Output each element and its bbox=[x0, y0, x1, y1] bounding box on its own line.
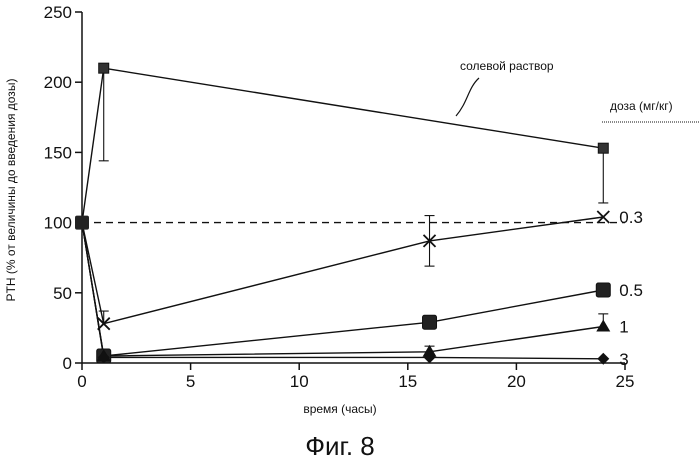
series-end-label-2: 0.5 bbox=[619, 281, 643, 300]
data-point-origin bbox=[75, 216, 89, 230]
x-tick-label: 5 bbox=[186, 372, 195, 391]
data-point-s2-p2 bbox=[423, 315, 437, 329]
y-tick-label: 50 bbox=[53, 284, 72, 303]
x-axis-label: время (часы) bbox=[303, 402, 376, 416]
data-point-s3-p3 bbox=[596, 319, 610, 331]
saline-label-leader bbox=[456, 78, 479, 116]
x-tick-label: 0 bbox=[77, 372, 86, 391]
markers bbox=[75, 63, 610, 365]
data-point-s0-p1 bbox=[99, 63, 109, 73]
y-tick-label: 100 bbox=[44, 214, 72, 233]
x-tick-label: 20 bbox=[507, 372, 526, 391]
y-tick-label: 200 bbox=[44, 73, 72, 92]
series-end-label-4: 3 bbox=[619, 350, 628, 369]
y-tick-label: 150 bbox=[44, 143, 72, 162]
data-point-s2-p3 bbox=[596, 283, 610, 297]
series-line-0 bbox=[82, 68, 603, 222]
chart: 0 50 100 150 200 250 0 5 10 15 20 25 PTH (% от вели… bbox=[0, 0, 700, 461]
x-tick-label: 10 bbox=[290, 372, 309, 391]
series-end-label-3: 1 bbox=[619, 317, 628, 336]
series-line-1 bbox=[82, 217, 603, 324]
error-bars bbox=[99, 68, 609, 352]
series-end-label-1: 0.3 bbox=[619, 208, 643, 227]
y-axis-label: PTH (% от величины до введения дозы) bbox=[4, 79, 18, 302]
x-tick-label: 15 bbox=[398, 372, 417, 391]
figure-caption: Фиг. 8 bbox=[305, 431, 375, 461]
series-line-2 bbox=[82, 223, 603, 356]
saline-series-label: солевой раствор bbox=[460, 59, 554, 73]
y-tick-label: 0 bbox=[63, 354, 72, 373]
y-tick-label: 250 bbox=[44, 3, 72, 22]
data-point-s0-p2 bbox=[598, 143, 608, 153]
legend-title: доза (мг/кг) bbox=[610, 99, 673, 113]
x-tick-label: 25 bbox=[616, 372, 635, 391]
series-lines bbox=[82, 68, 603, 359]
series-line-3 bbox=[82, 223, 603, 356]
